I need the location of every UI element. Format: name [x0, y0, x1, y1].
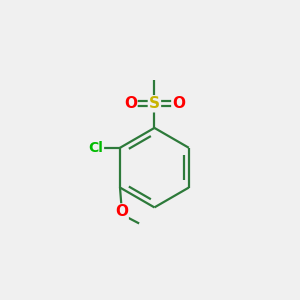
- Text: O: O: [172, 96, 185, 111]
- Text: O: O: [124, 96, 137, 111]
- Text: O: O: [115, 204, 128, 219]
- Text: S: S: [149, 96, 160, 111]
- Text: Cl: Cl: [88, 141, 103, 155]
